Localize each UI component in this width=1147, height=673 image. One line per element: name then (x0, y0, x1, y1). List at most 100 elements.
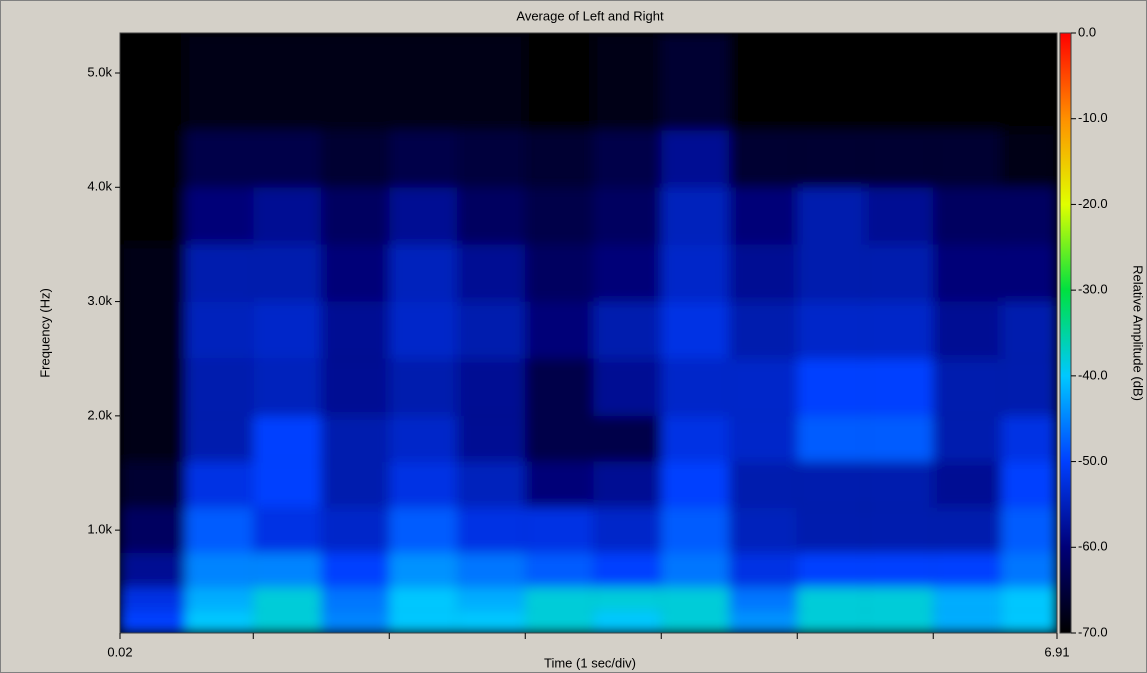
heatmap-cell (525, 462, 593, 508)
heatmap-cell (729, 302, 797, 359)
heatmap-cell (1001, 130, 1057, 187)
heatmap-cell (120, 187, 185, 244)
heatmap-cell (253, 359, 321, 416)
colorbar-tick-label: -30.0 (1078, 282, 1108, 297)
heatmap-cell (729, 553, 797, 587)
heatmap-cell (457, 130, 525, 187)
heatmap-cell (865, 610, 933, 633)
heatmap-cell (593, 610, 661, 633)
colorbar-tick-label: -40.0 (1078, 367, 1108, 382)
heatmap-cell (321, 610, 389, 633)
heatmap-cell (185, 610, 253, 633)
heatmap-cell (661, 302, 729, 359)
heatmap-cell (593, 507, 661, 553)
heatmap-cell (729, 610, 797, 633)
heatmap-cell (253, 130, 321, 187)
heatmap-cell (525, 416, 593, 462)
heatmap-cell (933, 187, 1001, 244)
heatmap-cell (120, 130, 185, 187)
heatmap-cell (593, 359, 661, 416)
heatmap-cell (661, 553, 729, 587)
heatmap-cell (933, 244, 1001, 301)
heatmap-cell (321, 359, 389, 416)
x-tick-label: 6.91 (1044, 644, 1069, 659)
heatmap-cell (457, 553, 525, 587)
heatmap-cell (593, 187, 661, 244)
heatmap-cell (389, 416, 457, 462)
heatmap-cell (729, 130, 797, 187)
heatmap-cell (389, 33, 457, 130)
heatmap-cell (185, 587, 253, 610)
heatmap-cell (933, 416, 1001, 462)
heatmap-cell (321, 187, 389, 244)
heatmap-cell (457, 33, 525, 130)
heatmap-cell (185, 130, 253, 187)
heatmap-cell (389, 462, 457, 508)
heatmap-cell (120, 610, 185, 633)
heatmap-cell (253, 302, 321, 359)
heatmap-cell (729, 587, 797, 610)
heatmap-cell (933, 130, 1001, 187)
heatmap-cell (389, 130, 457, 187)
heatmap-cell (525, 553, 593, 587)
heatmap-cell (525, 587, 593, 610)
heatmap-cell (865, 359, 933, 416)
heatmap-cell (185, 302, 253, 359)
heatmap-cell (1001, 359, 1057, 416)
heatmap-cell (593, 416, 661, 462)
heatmap-cell (797, 587, 865, 610)
heatmap-cell (253, 610, 321, 633)
heatmap-cell (457, 507, 525, 553)
heatmap-cell (729, 187, 797, 244)
heatmap-cell (865, 553, 933, 587)
heatmap-cell (729, 359, 797, 416)
heatmap-cell (865, 244, 933, 301)
heatmap-cell (797, 130, 865, 187)
heatmap-cell (321, 33, 389, 130)
heatmap-cell (865, 416, 933, 462)
spectrogram-cells (120, 33, 1057, 633)
heatmap-cell (797, 302, 865, 359)
heatmap-cell (661, 359, 729, 416)
heatmap-cell (865, 507, 933, 553)
heatmap-cell (389, 507, 457, 553)
heatmap-cell (120, 416, 185, 462)
heatmap-cell (321, 553, 389, 587)
heatmap-cell (525, 359, 593, 416)
heatmap-cell (389, 610, 457, 633)
colorbar-tick-label: -70.0 (1078, 624, 1108, 639)
heatmap-cell (933, 507, 1001, 553)
heatmap-cell (525, 33, 593, 130)
heatmap-cell (661, 244, 729, 301)
heatmap-cell (1001, 462, 1057, 508)
heatmap-cell (729, 507, 797, 553)
heatmap-cell (593, 462, 661, 508)
heatmap-cell (933, 359, 1001, 416)
heatmap-cell (321, 302, 389, 359)
heatmap-cell (797, 507, 865, 553)
heatmap-cell (729, 244, 797, 301)
heatmap-cell (525, 187, 593, 244)
heatmap-cell (661, 587, 729, 610)
heatmap-cell (661, 33, 729, 130)
heatmap-cell (1001, 244, 1057, 301)
spectrogram (120, 33, 1057, 633)
heatmap-cell (120, 507, 185, 553)
heatmap-cell (661, 187, 729, 244)
heatmap-cell (321, 462, 389, 508)
heatmap-cell (1001, 553, 1057, 587)
heatmap-cell (797, 359, 865, 416)
heatmap-cell (253, 462, 321, 508)
y-tick-label: 1.0k (87, 522, 112, 537)
heatmap-cell (593, 587, 661, 610)
heatmap-cell (865, 587, 933, 610)
x-tick-label: 0.02 (107, 644, 132, 659)
heatmap-cell (525, 302, 593, 359)
heatmap-cell (321, 416, 389, 462)
heatmap-cell (457, 610, 525, 633)
heatmap-cell (865, 302, 933, 359)
y-tick-label: 4.0k (87, 179, 112, 194)
heatmap-cell (729, 33, 797, 130)
heatmap-cell (593, 244, 661, 301)
heatmap-cell (120, 359, 185, 416)
